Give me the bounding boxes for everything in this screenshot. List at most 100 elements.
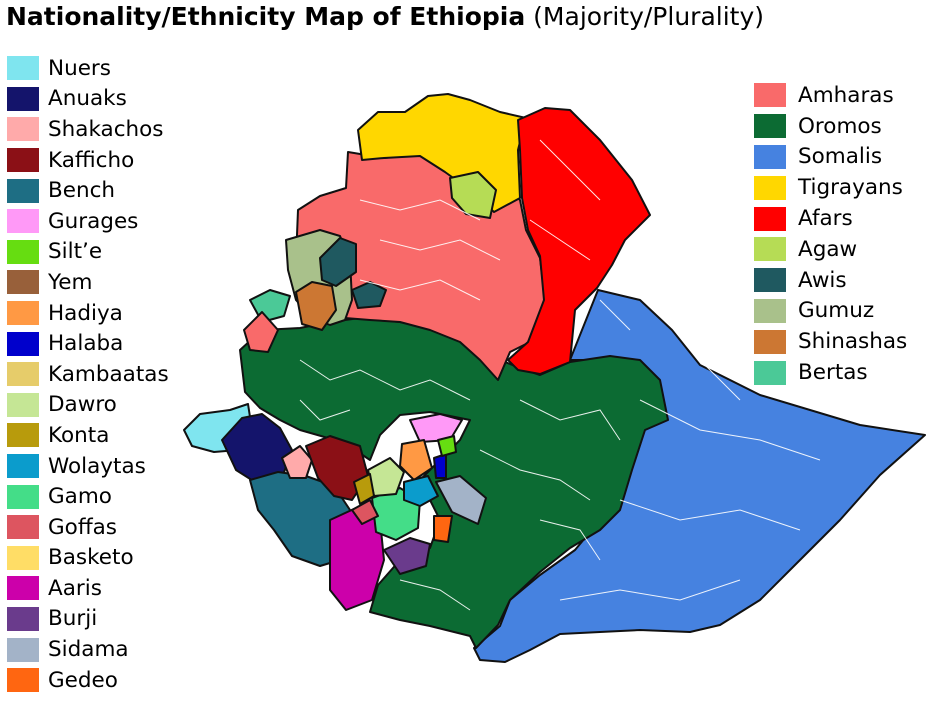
legend-label: Gedeo [48, 667, 118, 693]
legend-label: Bertas [798, 360, 868, 386]
legend-label: Halaba [48, 331, 124, 357]
region-awis [319, 237, 357, 287]
legend-right: Amharas Oromos Somalis Tigrayans Afars A… [754, 80, 907, 388]
legend-label: Awis [798, 267, 847, 293]
legend-label: Gumuz [798, 298, 875, 324]
legend-swatch [754, 298, 786, 323]
legend-swatch [7, 606, 39, 631]
legend-label: Kafficho [48, 147, 135, 173]
legend-label: Nuers [48, 55, 111, 81]
region-sidama [435, 475, 487, 525]
legend-label: Tigrayans [798, 175, 903, 201]
legend-item: Wolaytas [7, 451, 169, 482]
legend-item: Aaris [7, 573, 169, 604]
legend-label: Shinashas [798, 329, 908, 355]
region-konta [353, 473, 375, 505]
legend-swatch [7, 392, 39, 417]
map-title: Nationality/Ethnicity Map of Ethiopia (M… [6, 2, 764, 31]
legend-item: Shinashas [754, 326, 907, 357]
legend-item: Tigrayans [754, 172, 907, 203]
legend-label: Afars [798, 206, 853, 232]
region-goffas [351, 499, 379, 525]
legend-label: Dawro [48, 392, 117, 418]
legend-label: Kambaatas [48, 361, 169, 387]
legend-label: Agaw [798, 236, 858, 262]
legend-swatch [7, 148, 39, 173]
legend-item: Burji [7, 604, 169, 635]
legend-swatch [754, 114, 786, 139]
legend-swatch [7, 117, 39, 142]
legend-item: Afars [754, 203, 907, 234]
legend-item: Bench [7, 175, 169, 206]
legend-label: Sidama [48, 637, 129, 663]
legend-swatch [7, 515, 39, 540]
legend-item: Gedeo [7, 665, 169, 696]
legend-swatch [7, 545, 39, 570]
legend-item: Halaba [7, 328, 169, 359]
legend-left: Nuers Anuaks Shakachos Kafficho Bench Gu… [7, 53, 169, 695]
legend-label: Konta [48, 422, 110, 448]
legend-item: Bertas [754, 357, 907, 388]
legend-item: Kambaatas [7, 359, 169, 390]
legend-item: Amharas [754, 80, 907, 111]
legend-swatch [754, 175, 786, 200]
legend-item: Silt’e [7, 237, 169, 268]
legend-swatch [7, 209, 39, 234]
region-afar [507, 107, 651, 375]
region-amhara-west [243, 311, 279, 353]
legend-swatch [7, 331, 39, 356]
legend-swatch [754, 329, 786, 354]
legend-swatch [7, 56, 39, 81]
region-awis-2 [351, 281, 387, 309]
legend-label: Hadiya [48, 300, 123, 326]
region-anuaks [221, 413, 293, 485]
legend-label: Amharas [798, 82, 894, 108]
legend-swatch [7, 484, 39, 509]
legend-item: Awis [754, 265, 907, 296]
legend-swatch [7, 270, 39, 295]
legend-label: Burji [48, 606, 98, 632]
title-subtitle: (Majority/Plurality) [533, 2, 765, 31]
district-lines-afar [529, 139, 601, 261]
district-lines-amhara [359, 199, 501, 301]
legend-label: Gurages [48, 208, 139, 234]
legend-label: Silt’e [48, 239, 103, 265]
legend-label: Oromos [798, 113, 882, 139]
legend-item: Agaw [754, 234, 907, 265]
legend-label: Shakachos [48, 116, 164, 142]
legend-item: Gurages [7, 206, 169, 237]
legend-item: Yem [7, 267, 169, 298]
legend-swatch [754, 237, 786, 262]
legend-label: Somalis [798, 144, 883, 170]
legend-swatch [7, 637, 39, 662]
legend-label: Basketo [48, 545, 134, 571]
region-wolaytas [403, 475, 439, 507]
district-lines-somali [559, 299, 821, 601]
legend-swatch [7, 301, 39, 326]
legend-swatch [754, 268, 786, 293]
legend-item: Gumuz [754, 296, 907, 327]
legend-swatch [7, 239, 39, 264]
region-gedeo [433, 515, 453, 543]
legend-label: Aaris [48, 575, 102, 601]
region-shakachos [281, 445, 313, 479]
legend-label: Yem [48, 269, 93, 295]
legend-swatch [754, 83, 786, 108]
legend-item: Somalis [754, 142, 907, 173]
legend-swatch [754, 206, 786, 231]
legend-swatch [7, 178, 39, 203]
legend-item: Dawro [7, 390, 169, 421]
legend-swatch [7, 86, 39, 111]
legend-item: Goffas [7, 512, 169, 543]
region-silte [437, 435, 457, 457]
legend-swatch [7, 454, 39, 479]
region-halaba [433, 453, 447, 479]
legend-label: Bench [48, 178, 116, 204]
legend-item: Oromos [754, 111, 907, 142]
legend-swatch [7, 362, 39, 387]
legend-item: Shakachos [7, 114, 169, 145]
legend-label: Wolaytas [48, 453, 146, 479]
region-burji [383, 537, 431, 575]
legend-item: Gamo [7, 481, 169, 512]
